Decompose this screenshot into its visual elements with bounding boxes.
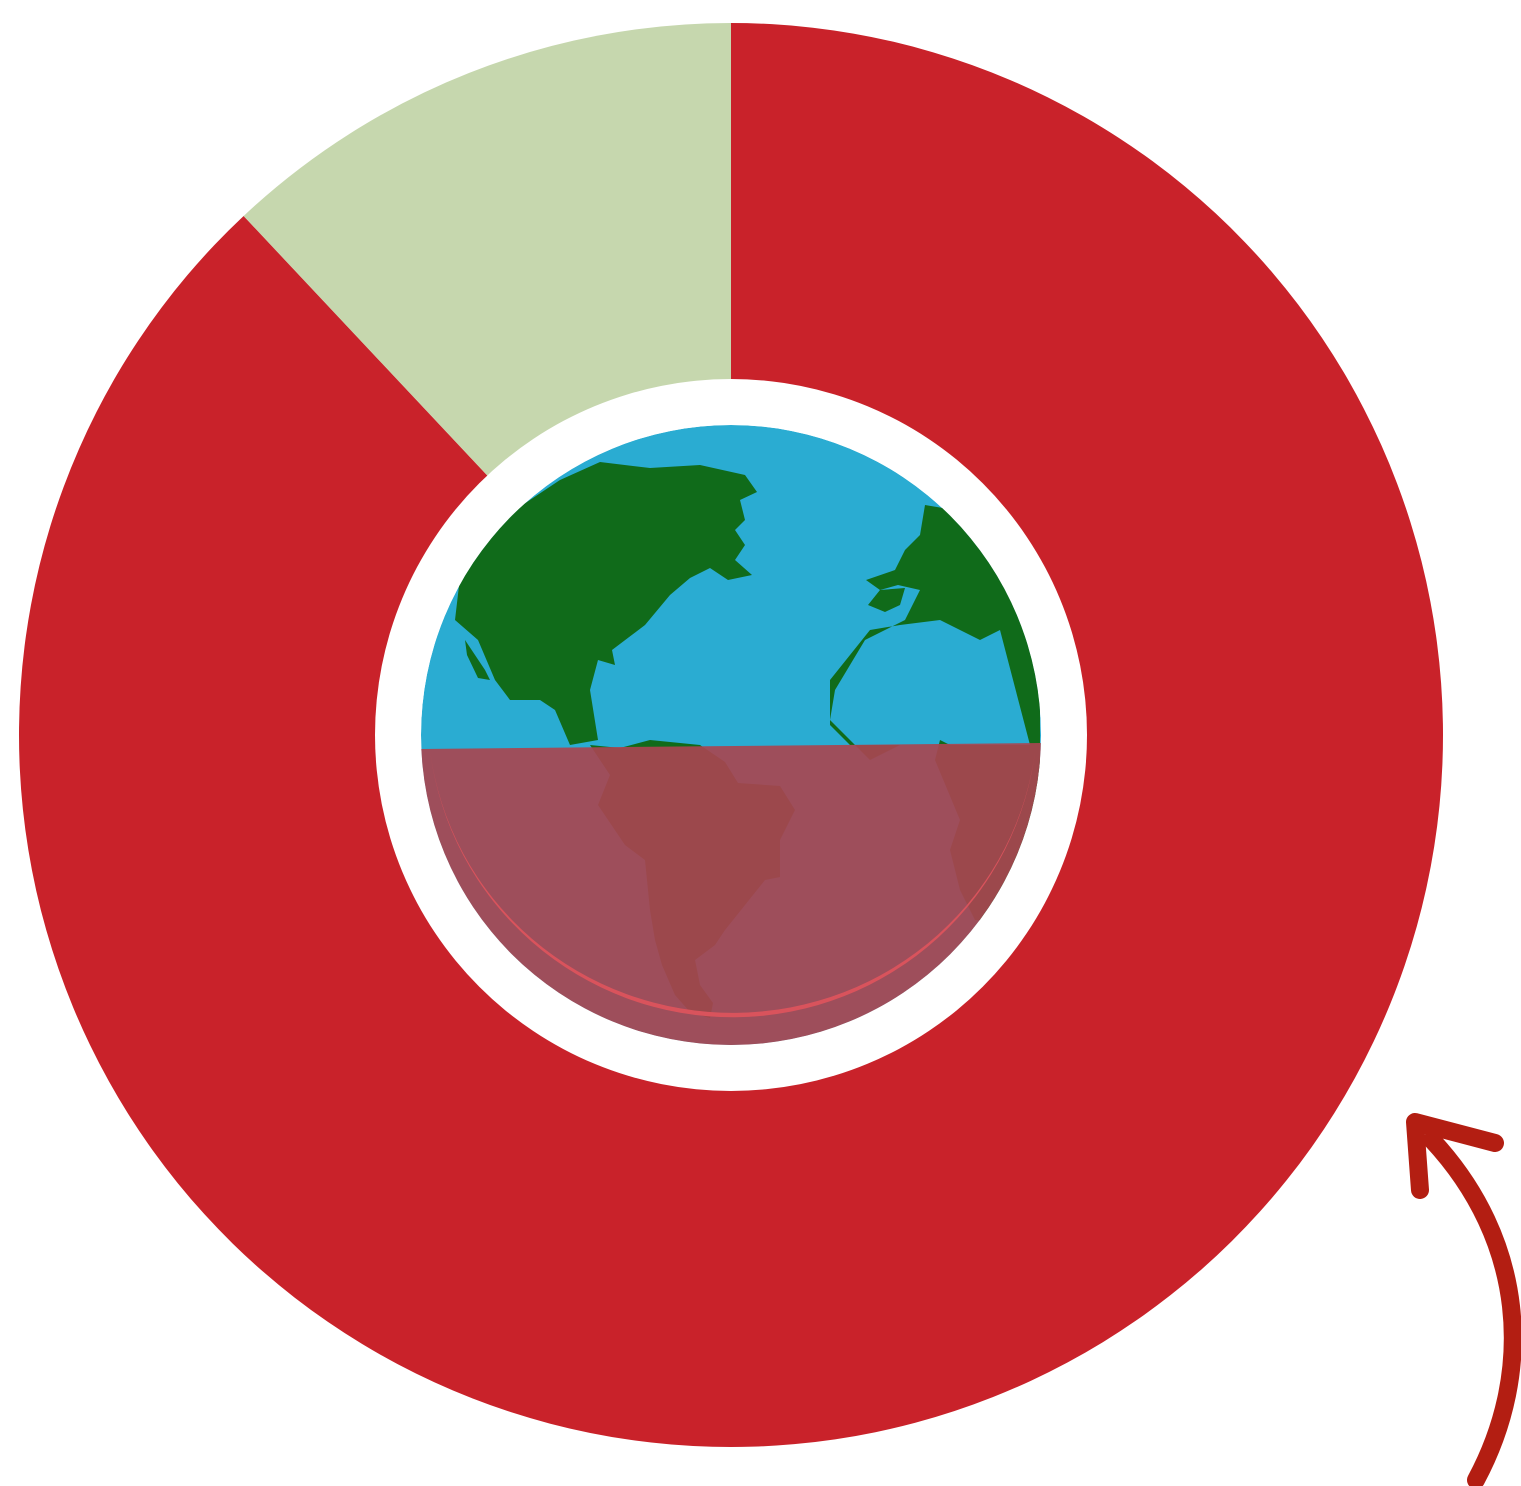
curved-arrow-icon xyxy=(1406,1113,1521,1486)
globe-icon xyxy=(421,425,1041,1045)
globe-southern-overlay xyxy=(421,743,1041,1045)
